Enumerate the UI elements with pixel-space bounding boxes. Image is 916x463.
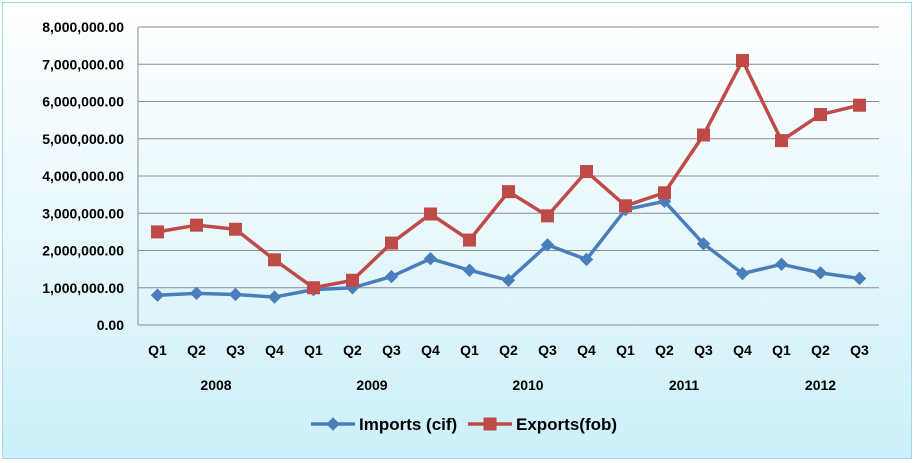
x-axis-year-labels: 2008 2009 2010 2011 2012 xyxy=(200,377,836,393)
x-tick-label: Q4 xyxy=(265,342,284,358)
data-point xyxy=(619,199,632,213)
x-tick-label: Q1 xyxy=(148,342,167,358)
data-point xyxy=(346,273,359,287)
x-tick-label: Q3 xyxy=(538,342,557,358)
year-label: 2009 xyxy=(356,377,387,393)
x-tick-label: Q3 xyxy=(226,342,245,358)
data-point xyxy=(189,286,204,301)
x-tick-label: Q2 xyxy=(499,342,518,358)
axes xyxy=(137,27,879,326)
data-point xyxy=(151,225,164,239)
series-exports xyxy=(151,54,866,295)
data-point xyxy=(540,238,555,252)
year-label: 2012 xyxy=(805,377,836,393)
x-tick-label: Q4 xyxy=(577,342,596,358)
x-tick-label: Q1 xyxy=(772,342,791,358)
data-point xyxy=(813,266,828,280)
line-chart: 0.00 1,000,000.00 2,000,000.00 3,000,000.00… xyxy=(42,19,879,434)
x-tick-label: Q4 xyxy=(733,342,752,358)
data-point xyxy=(307,281,320,295)
y-tick-label: 2,000,000.00 xyxy=(42,243,124,259)
y-tick-label: 0.00 xyxy=(97,317,124,333)
y-tick-label: 6,000,000.00 xyxy=(42,94,124,110)
x-tick-label: Q2 xyxy=(187,342,206,358)
data-point xyxy=(462,263,477,277)
legend-label: Exports(fob) xyxy=(516,415,617,434)
data-point xyxy=(385,236,398,250)
data-point xyxy=(228,287,243,302)
data-point xyxy=(775,134,788,148)
x-tick-label: Q2 xyxy=(811,342,830,358)
data-point xyxy=(267,290,282,304)
data-point xyxy=(853,98,866,112)
data-point xyxy=(229,222,242,236)
y-tick-label: 1,000,000.00 xyxy=(42,280,124,296)
legend-item: Imports (cif) xyxy=(311,415,457,434)
data-point xyxy=(814,108,827,122)
y-tick-label: 8,000,000.00 xyxy=(42,19,124,35)
data-point xyxy=(580,165,593,179)
gridlines xyxy=(138,26,879,289)
series xyxy=(150,54,867,304)
data-point xyxy=(697,128,710,142)
series-line xyxy=(157,58,860,290)
legend: Imports (cif) Exports(fob) xyxy=(311,415,617,434)
data-point xyxy=(852,271,867,286)
x-tick-label: Q1 xyxy=(304,342,323,358)
legend-marker xyxy=(326,417,340,431)
data-point xyxy=(501,273,516,288)
data-point xyxy=(735,266,750,281)
y-tick-label: 3,000,000.00 xyxy=(42,205,124,221)
data-point xyxy=(190,218,203,232)
x-tick-label: Q2 xyxy=(343,342,362,358)
x-tick-label: Q3 xyxy=(382,342,401,358)
data-point xyxy=(502,185,515,199)
y-tick-label: 5,000,000.00 xyxy=(42,131,124,147)
data-point xyxy=(579,252,594,267)
data-point xyxy=(541,209,554,223)
legend-marker xyxy=(483,417,497,431)
data-point xyxy=(463,233,476,247)
data-point xyxy=(150,288,165,302)
y-tick-label: 4,000,000.00 xyxy=(42,168,124,184)
y-tick-label: 7,000,000.00 xyxy=(42,56,124,72)
year-label: 2008 xyxy=(200,377,231,393)
legend-item: Exports(fob) xyxy=(468,415,617,434)
x-axis-ticks: Q1 Q2 Q3 Q4 Q1 Q2 Q3 Q4 Q1 Q2 Q3 Q4 Q1 Q2 Q3 Q4 Q1 Q2 Q3 xyxy=(148,342,869,358)
x-tick-label: Q3 xyxy=(694,342,713,358)
data-point xyxy=(424,207,437,221)
data-point xyxy=(736,54,749,68)
data-point xyxy=(268,253,281,267)
y-axis-ticks: 0.00 1,000,000.00 2,000,000.00 3,000,000.00… xyxy=(42,19,124,333)
x-tick-label: Q4 xyxy=(421,342,440,358)
x-tick-label: Q3 xyxy=(850,342,869,358)
x-tick-label: Q2 xyxy=(655,342,674,358)
data-point xyxy=(696,237,711,251)
x-tick-label: Q1 xyxy=(616,342,635,358)
legend-label: Imports (cif) xyxy=(359,415,457,434)
year-label: 2010 xyxy=(512,377,543,393)
data-point xyxy=(658,186,671,200)
x-tick-label: Q1 xyxy=(460,342,479,358)
data-point xyxy=(774,257,789,271)
data-point xyxy=(423,251,438,266)
data-point xyxy=(384,269,399,284)
year-label: 2011 xyxy=(669,377,700,393)
